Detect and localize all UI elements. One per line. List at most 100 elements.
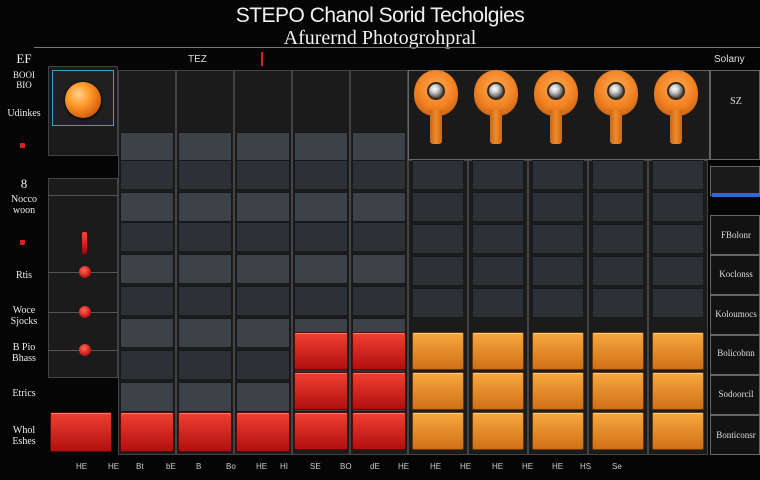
- bottom-label: HS: [580, 462, 592, 471]
- grid-cell: [412, 192, 464, 222]
- bottom-label: HE: [552, 462, 564, 471]
- left-label: Woce Sjocks: [10, 305, 38, 327]
- left-label: 8: [20, 176, 28, 191]
- bottom-label: bE: [166, 462, 176, 471]
- fader-channel-1[interactable]: [120, 412, 174, 452]
- grid-cell: [532, 256, 584, 286]
- left-label: Udinkes: [7, 108, 41, 119]
- grid-cell: [652, 224, 704, 254]
- grid-cell: [472, 256, 524, 286]
- fx-4-fader-step-2[interactable]: [592, 372, 644, 410]
- grid-cell: [120, 160, 174, 190]
- app-title: STEPO Chanol Sorid Techolgies: [235, 4, 525, 27]
- send-knob[interactable]: [79, 306, 91, 318]
- fader-channel-4-step-3[interactable]: [294, 412, 348, 450]
- grid-cell: [178, 350, 232, 380]
- grid-cell: [412, 288, 464, 318]
- fx-4-knob[interactable]: [594, 70, 638, 152]
- fader-channel-2[interactable]: [178, 412, 232, 452]
- fx-4-fader-step-3[interactable]: [592, 412, 644, 450]
- grid-cell: [352, 160, 406, 190]
- bottom-label: HE: [398, 462, 410, 471]
- grid-cell: [652, 256, 704, 286]
- fx-3-fader-step-1[interactable]: [532, 332, 584, 370]
- grid-cell: [236, 160, 290, 190]
- fx-3-fader-step-3[interactable]: [532, 412, 584, 450]
- fx-2-fader-step-1[interactable]: [472, 332, 524, 370]
- fx-5-fader-step-1[interactable]: [652, 332, 704, 370]
- fader-channel-4-step-2[interactable]: [294, 372, 348, 410]
- mid-right-label: SZ: [730, 96, 742, 107]
- fx-1-fader-step-2[interactable]: [412, 372, 464, 410]
- fx-5-fader-step-3[interactable]: [652, 412, 704, 450]
- fx-3-fader-step-2[interactable]: [532, 372, 584, 410]
- fx-2-fader-step-2[interactable]: [472, 372, 524, 410]
- fx-1-knob[interactable]: [414, 70, 458, 152]
- fx-4-fader-step-1[interactable]: [592, 332, 644, 370]
- fader-channel-4-step-1[interactable]: [294, 332, 348, 370]
- grid-cell: [532, 160, 584, 190]
- bottom-label: HE: [76, 462, 88, 471]
- selection-indicator: [712, 193, 760, 197]
- grid-cell: [412, 224, 464, 254]
- grid-cell: [532, 288, 584, 318]
- right-meter-panel: [710, 166, 760, 196]
- fx-2-fader-step-3[interactable]: [472, 412, 524, 450]
- grid-cell: [178, 192, 232, 222]
- right-cell: [710, 335, 760, 375]
- grid-cell: [120, 222, 174, 252]
- fx-1-fader-step-1[interactable]: [412, 332, 464, 370]
- fader-channel-5-step-1[interactable]: [352, 332, 406, 370]
- level-slider[interactable]: [82, 232, 87, 254]
- left-label: BOOI BIO: [13, 70, 35, 90]
- bottom-label: HE: [522, 462, 534, 471]
- grid-cell: [652, 288, 704, 318]
- fx-5-knob[interactable]: [654, 70, 698, 152]
- right-top-panel: [710, 70, 760, 160]
- bottom-label: HE: [492, 462, 504, 471]
- fader-channel-5-step-3[interactable]: [352, 412, 406, 450]
- bottom-label: dE: [370, 462, 380, 471]
- fx-5-fader-step-2[interactable]: [652, 372, 704, 410]
- bottom-label: BO: [340, 462, 352, 471]
- top-right-label: Solany: [714, 54, 745, 65]
- grid-cell: [236, 382, 290, 412]
- right-cell: [710, 215, 760, 255]
- grid-cell: [120, 192, 174, 222]
- bottom-label: HE: [256, 462, 268, 471]
- fader-left[interactable]: [50, 412, 112, 452]
- left-label: Rtis: [15, 270, 33, 281]
- grid-cell: [352, 286, 406, 316]
- fx-3-knob[interactable]: [534, 70, 578, 152]
- left-label: EF: [16, 51, 32, 66]
- left-label: Nocco woon: [10, 194, 38, 216]
- fader-channel-5-step-2[interactable]: [352, 372, 406, 410]
- right-label: Koloumocs: [715, 309, 757, 319]
- aux-knob[interactable]: [79, 344, 91, 356]
- grid-cell: [178, 254, 232, 284]
- grid-cell: [592, 224, 644, 254]
- grid-cell: [532, 224, 584, 254]
- fx-1-fader-step-3[interactable]: [412, 412, 464, 450]
- grid-cell: [352, 192, 406, 222]
- right-label: FBolonr: [720, 230, 751, 240]
- header-divider: [34, 47, 760, 48]
- right-label: Sodoorcil: [718, 389, 754, 399]
- grid-cell: [592, 288, 644, 318]
- grid-cell: [120, 350, 174, 380]
- grid-cell: [472, 160, 524, 190]
- left-label: Whol Eshes: [12, 425, 36, 447]
- fader-channel-3[interactable]: [236, 412, 290, 452]
- right-label: Bonticonsr: [716, 430, 756, 440]
- fx-2-knob[interactable]: [474, 70, 518, 152]
- pan-knob[interactable]: [79, 266, 91, 278]
- channel-group-label: TEZ: [188, 54, 207, 65]
- input-gain-knob[interactable]: [65, 82, 101, 118]
- grid-cell: [472, 224, 524, 254]
- grid-cell: [472, 288, 524, 318]
- grid-cell: [652, 160, 704, 190]
- grid-cell: [294, 222, 348, 252]
- grid-cell: [294, 192, 348, 222]
- right-label: Koclonss: [719, 269, 753, 279]
- grid-cell: [120, 132, 174, 162]
